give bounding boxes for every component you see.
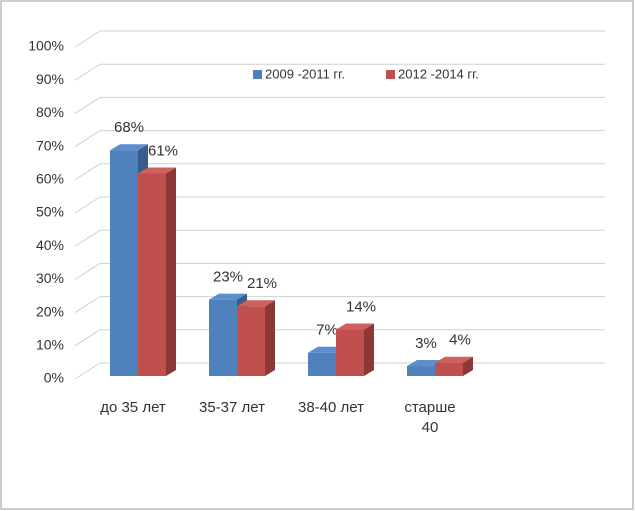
bar-side — [364, 323, 374, 376]
bar-top — [237, 300, 275, 307]
grid-line — [74, 262, 605, 280]
value-label: 21% — [247, 275, 277, 292]
value-label: 3% — [415, 335, 437, 352]
x-tick-label: до 35 лет — [100, 399, 166, 416]
grid-line — [74, 30, 605, 48]
bar — [110, 150, 138, 376]
value-label: 14% — [346, 298, 376, 315]
grid-line — [74, 229, 605, 247]
grid-line — [74, 296, 605, 314]
y-tick-label: 10% — [36, 337, 64, 353]
grid-line — [74, 96, 605, 114]
bar-side — [265, 300, 275, 376]
bar — [308, 352, 336, 376]
bar-top — [110, 144, 148, 151]
y-tick-label: 100% — [28, 38, 64, 54]
y-tick-label: 30% — [36, 270, 64, 286]
bar-top — [138, 167, 176, 174]
bar — [237, 306, 265, 376]
value-label: 68% — [114, 119, 144, 136]
value-label: 7% — [316, 322, 338, 339]
x-tick-label: 38-40 лет — [298, 399, 364, 416]
value-label: 61% — [148, 142, 178, 159]
x-tick-label: 35-37 лет — [199, 399, 265, 416]
bar — [138, 173, 166, 376]
grid-line — [74, 329, 605, 347]
legend-label: 2012 -2014 гг. — [398, 66, 479, 81]
y-tick-label: 40% — [36, 237, 64, 253]
value-label: 23% — [213, 269, 243, 286]
grid-line — [74, 63, 605, 81]
legend-swatch — [386, 70, 395, 79]
y-tick-label: 70% — [36, 137, 64, 153]
bar-top — [336, 323, 374, 330]
bar — [209, 299, 237, 376]
legend-label: 2009 -2011 гг. — [265, 66, 345, 81]
bar-top — [435, 356, 473, 363]
y-tick-label: 60% — [36, 171, 64, 187]
bar — [435, 362, 463, 376]
grid-line — [74, 130, 605, 148]
bar-top — [209, 293, 247, 300]
bar — [407, 366, 435, 376]
bar-side — [463, 356, 473, 376]
y-tick-label: 80% — [36, 104, 64, 120]
grid-line — [74, 163, 605, 181]
bar — [336, 329, 364, 376]
y-tick-label: 90% — [36, 71, 64, 87]
bar-side — [166, 167, 176, 376]
y-tick-label: 50% — [36, 204, 64, 220]
legend-swatch — [253, 70, 262, 79]
grid-line — [74, 196, 605, 214]
y-tick-label: 20% — [36, 303, 64, 319]
y-tick-label: 0% — [44, 370, 64, 386]
x-tick-label: старше 40 — [404, 399, 456, 436]
value-label: 4% — [449, 332, 471, 349]
